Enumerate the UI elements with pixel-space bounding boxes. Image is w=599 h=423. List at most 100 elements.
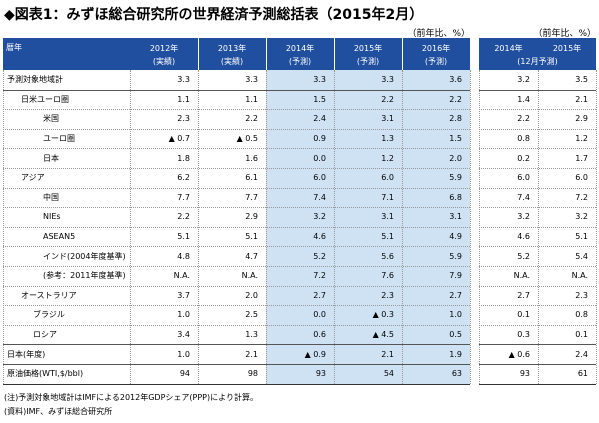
cell-value: 7.7: [245, 192, 258, 202]
cell-value: N.A.: [241, 271, 258, 281]
cell-value: 0.0: [313, 310, 326, 320]
cell-value: 2.8: [449, 114, 462, 124]
cell-value: 3.1: [381, 212, 394, 222]
cell-value: 0.6: [313, 330, 326, 340]
cell-value: ▲ 4.5: [372, 330, 394, 340]
cell-value: 2.9: [575, 114, 588, 124]
column-divider: [266, 38, 267, 70]
cell-value: 0.3: [517, 330, 530, 340]
cell-value: 7.7: [177, 192, 190, 202]
cell-value: 1.6: [245, 153, 258, 163]
row-line: [3, 324, 470, 326]
row-line: [3, 226, 470, 228]
unit-label: （前年比、%）: [533, 29, 596, 39]
cell-value: ▲ 0.6: [508, 349, 530, 359]
column-note: (予測): [356, 57, 380, 66]
cell-value: 6.8: [449, 192, 462, 202]
row-line: [479, 285, 596, 287]
column-year: 2016年: [421, 44, 451, 53]
row-line: [479, 226, 596, 228]
cell-value: 7.4: [517, 192, 530, 202]
cell-value: 4.9: [449, 232, 462, 242]
row-label: 予測対象地域計: [7, 75, 63, 85]
cell-value: 3.3: [313, 75, 326, 85]
cell-value: 3.5: [575, 75, 588, 85]
cell-value: 1.3: [381, 134, 394, 144]
cell-value: N.A.: [571, 271, 588, 281]
row-label: 日本(年度): [7, 349, 46, 359]
column-line: [198, 70, 199, 384]
cell-value: 2.7: [517, 290, 530, 300]
row-label: オーストラリア: [21, 290, 77, 300]
cell-value: 6.0: [575, 173, 588, 183]
cell-value: ▲ 0.9: [304, 349, 326, 359]
cell-value: 1.7: [575, 153, 588, 163]
cell-value: 2.2: [245, 114, 258, 124]
cell-value: 61: [577, 369, 588, 379]
cell-value: 0.8: [517, 134, 530, 144]
cell-value: 5.9: [449, 173, 462, 183]
column-year: 2015年: [552, 44, 582, 53]
cell-value: 2.3: [575, 290, 588, 300]
row-line: [3, 187, 470, 189]
row-label: ユーロ圏: [43, 134, 75, 144]
cell-value: 0.1: [517, 310, 530, 320]
cell-value: 5.2: [313, 251, 326, 261]
column-year: 2015年: [353, 44, 383, 53]
cell-value: 1.1: [177, 94, 190, 104]
row-label: ロシア: [33, 330, 57, 340]
row-line: [3, 305, 470, 307]
cell-value: 1.5: [449, 134, 462, 144]
title: ◆図表1：みずほ総合研究所の世界経済予測総括表（2015年2月）: [4, 7, 424, 23]
cell-value: 1.2: [381, 153, 394, 163]
row-line: [479, 266, 596, 267]
cell-value: 3.4: [177, 330, 190, 340]
row-line: [479, 148, 596, 150]
cell-value: 2.1: [381, 349, 394, 359]
column-divider: [334, 38, 335, 70]
row-label: インド(2004年度基準): [43, 251, 126, 261]
table-bottom: [3, 383, 470, 385]
column-note: (実績): [220, 57, 244, 66]
row-label: NIEs: [43, 212, 61, 222]
row-line: [3, 285, 470, 287]
cell-value: 2.2: [449, 94, 462, 104]
cell-value: 7.2: [313, 271, 326, 281]
cell-value: ▲ 0.3: [372, 310, 394, 320]
cell-value: 93: [315, 369, 326, 379]
row-line: [479, 364, 596, 365]
cell-value: 0.8: [575, 310, 588, 320]
cell-value: 7.6: [381, 271, 394, 281]
cell-value: 5.1: [575, 232, 588, 242]
column-note: (予測): [424, 57, 448, 66]
row-label: アジア: [21, 173, 45, 183]
row-line: [3, 109, 470, 111]
cell-value: 4.7: [245, 251, 258, 261]
row-label: 米国: [43, 114, 59, 124]
cell-value: 63: [451, 369, 462, 379]
cell-value: 5.1: [245, 232, 258, 242]
row-line: [3, 246, 470, 248]
cell-value: 3.6: [449, 75, 462, 85]
column-line: [3, 70, 4, 384]
row-line: [479, 305, 596, 307]
cell-value: N.A.: [513, 271, 530, 281]
column-line: [596, 70, 597, 384]
column-year: 2014年: [285, 44, 315, 53]
cell-value: 4.6: [517, 232, 530, 242]
row-line: [3, 266, 470, 267]
row-label: ASEAN5: [43, 232, 76, 242]
cell-value: 93: [519, 369, 530, 379]
cell-value: 2.4: [575, 349, 588, 359]
cell-value: 2.0: [449, 153, 462, 163]
cell-value: 2.5: [245, 310, 258, 320]
cell-value: 2.9: [245, 212, 258, 222]
column-year: 2012年: [149, 44, 179, 53]
column-note: (実績): [152, 57, 176, 66]
cell-value: 3.1: [449, 212, 462, 222]
cell-value: 6.2: [177, 173, 190, 183]
cell-value: N.A.: [173, 271, 190, 281]
cell-value: 1.4: [517, 94, 530, 104]
row-line: [3, 344, 470, 346]
header-corner: 暦年: [6, 42, 22, 53]
